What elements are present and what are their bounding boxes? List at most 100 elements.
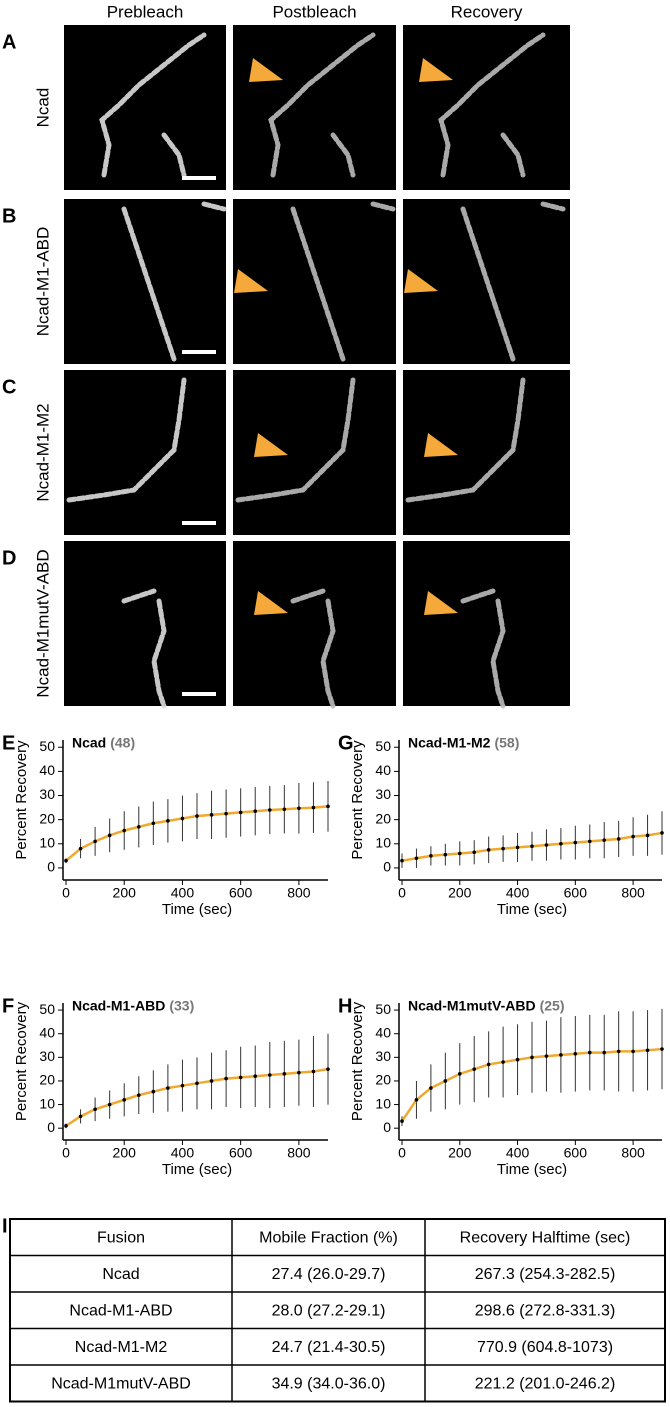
- micrograph: [64, 25, 226, 190]
- signal-trace: [268, 32, 376, 178]
- data-point: [414, 1098, 419, 1102]
- data-point: [429, 854, 433, 858]
- x-axis-label: Time (sec): [162, 1161, 232, 1178]
- data-point: [472, 1067, 477, 1071]
- signal-trace: [235, 377, 356, 503]
- data-point: [544, 843, 549, 847]
- data-point: [282, 1072, 287, 1076]
- signal-trace: [438, 32, 546, 178]
- data-point: [616, 837, 621, 841]
- data-point: [136, 825, 141, 829]
- data-point: [238, 1075, 243, 1080]
- signal: [121, 588, 167, 709]
- column-header: Prebleach: [107, 2, 184, 21]
- x-tick-label: 0: [398, 1145, 406, 1161]
- data-point: [253, 1074, 258, 1079]
- header-cell: Fusion: [97, 1229, 145, 1246]
- table-cell: Ncad-M1mutV-ABD: [51, 1375, 191, 1392]
- y-axis-label: Percent Recovery: [13, 740, 30, 860]
- y-tick-label: 0: [383, 859, 391, 875]
- bleach-arrow: [254, 433, 288, 457]
- data-point: [209, 1079, 214, 1083]
- chart-title: Ncad: [72, 735, 106, 751]
- header-cell: Recovery Halftime (sec): [460, 1229, 631, 1246]
- x-tick-label: 200: [448, 1145, 472, 1161]
- data-point: [180, 1083, 185, 1088]
- signal: [438, 32, 546, 178]
- data-point: [151, 821, 156, 826]
- bleach-arrow: [424, 433, 458, 457]
- signal-trace: [290, 201, 396, 362]
- signal: [66, 377, 187, 503]
- data-point: [645, 833, 650, 838]
- y-tick-label: 0: [383, 1119, 391, 1135]
- y-tick-label: 0: [47, 1119, 55, 1135]
- bleach-arrow: [424, 591, 458, 615]
- row-label: Ncad-M1-ABD: [33, 227, 52, 337]
- x-tick-label: 600: [564, 885, 588, 901]
- bleach-arrow: [254, 591, 288, 615]
- count-label: (58): [494, 735, 519, 751]
- signal-trace: [460, 201, 566, 362]
- y-tick-label: 50: [39, 738, 55, 754]
- data-point: [195, 814, 199, 818]
- data-point: [515, 1057, 520, 1062]
- table-cell: 34.9 (34.0-36.0): [272, 1375, 386, 1392]
- data-point: [122, 828, 127, 833]
- chart-title: Ncad-M1-ABD: [72, 998, 165, 1014]
- y-tick-label: 20: [39, 810, 55, 826]
- y-tick-label: 0: [47, 859, 55, 875]
- data-point: [93, 839, 97, 844]
- data-point: [616, 1049, 621, 1054]
- x-axis-label: Time (sec): [162, 901, 232, 918]
- y-tick-label: 30: [39, 786, 55, 802]
- y-tick-label: 10: [375, 1095, 391, 1111]
- data-point: [429, 1086, 433, 1090]
- bleach-arrow: [234, 269, 268, 293]
- table-cell: 221.2 (201.0-246.2): [475, 1375, 616, 1392]
- micrograph: [233, 199, 396, 364]
- data-point: [443, 1079, 448, 1083]
- signal: [290, 588, 336, 709]
- y-axis-label: Percent Recovery: [349, 740, 366, 860]
- table-cell: Ncad: [102, 1266, 139, 1283]
- bleach-arrow: [404, 269, 438, 293]
- signal: [268, 32, 376, 178]
- panel-letter: C: [2, 376, 16, 398]
- data-point: [573, 1051, 578, 1056]
- data-point: [544, 1054, 549, 1058]
- micrograph: [233, 25, 396, 190]
- table-cell: Ncad-M1-ABD: [69, 1302, 172, 1319]
- x-tick-label: 800: [621, 1145, 645, 1161]
- data-point: [631, 1049, 635, 1054]
- data-point: [660, 831, 664, 835]
- x-tick-label: 600: [229, 1145, 253, 1161]
- chart-title: Ncad-M1-M2: [408, 735, 491, 751]
- data-point: [443, 852, 448, 857]
- data-point: [530, 1055, 534, 1060]
- data-point: [311, 805, 316, 810]
- data-point: [587, 839, 592, 844]
- signal: [460, 201, 566, 362]
- data-point: [107, 1102, 112, 1107]
- x-tick-label: 400: [171, 1145, 195, 1161]
- x-axis-label: Time (sec): [497, 901, 567, 918]
- signal: [235, 377, 356, 503]
- data-point: [297, 806, 301, 811]
- data-point: [180, 816, 185, 821]
- data-point: [224, 1076, 228, 1081]
- data-point: [78, 1114, 83, 1119]
- y-tick-label: 50: [39, 1001, 55, 1017]
- data-point: [297, 1070, 301, 1075]
- data-point: [224, 811, 228, 816]
- panel-letter: I: [2, 1215, 8, 1237]
- data-point: [166, 819, 170, 823]
- signal-trace: [121, 201, 227, 362]
- data-point: [645, 1048, 650, 1053]
- x-tick-label: 600: [564, 1145, 588, 1161]
- data-point: [631, 834, 635, 839]
- data-point: [166, 1086, 170, 1090]
- y-tick-label: 40: [375, 762, 391, 778]
- table-cell: 24.7 (21.4-30.5): [272, 1339, 386, 1356]
- data-point: [486, 848, 491, 852]
